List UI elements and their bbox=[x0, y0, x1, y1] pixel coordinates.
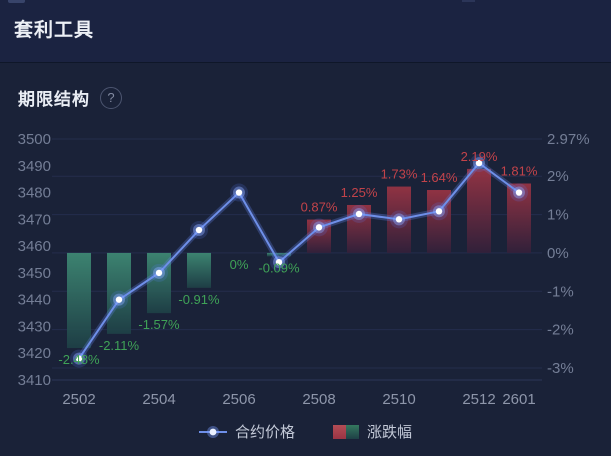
line-point[interactable] bbox=[195, 226, 203, 234]
right-axis-label: 2.97% bbox=[547, 131, 590, 148]
section-title: 期限结构 bbox=[18, 90, 90, 109]
change-label: -1.57% bbox=[138, 317, 180, 332]
change-label: -2.11% bbox=[99, 338, 140, 353]
line-point[interactable] bbox=[435, 208, 443, 215]
legend-item-price[interactable]: 合约价格 bbox=[198, 421, 295, 442]
x-axis-label: 2502 bbox=[62, 391, 95, 408]
top-tab-fragment-right bbox=[462, 0, 475, 2]
change-label: 0.87% bbox=[301, 200, 338, 215]
line-point[interactable] bbox=[155, 269, 163, 277]
legend-item-change[interactable]: 涨跌幅 bbox=[333, 421, 412, 442]
change-label: 1.81% bbox=[501, 163, 538, 178]
line-point[interactable] bbox=[75, 355, 83, 362]
x-axis-label: 2512 bbox=[462, 391, 495, 408]
legend-label-change: 涨跌幅 bbox=[367, 424, 413, 441]
left-axis-label: 3430 bbox=[18, 318, 51, 335]
header-divider bbox=[0, 62, 611, 63]
right-axis-label: -2% bbox=[547, 322, 574, 339]
section-header: 期限结构 ? bbox=[18, 85, 122, 110]
x-axis-label: 2601 bbox=[502, 391, 535, 408]
change-bar[interactable] bbox=[467, 168, 491, 253]
app-header: 套利工具 bbox=[0, 0, 611, 62]
left-axis-label: 3440 bbox=[18, 292, 51, 309]
change-label: 1.64% bbox=[421, 170, 458, 185]
line-point[interactable] bbox=[355, 210, 363, 218]
line-series-icon bbox=[198, 425, 227, 438]
right-axis-label: -3% bbox=[547, 360, 574, 377]
left-axis-label: 3480 bbox=[18, 185, 51, 202]
term-structure-chart[interactable]: 3500 3490 3480 3470 3460 3450 3440 3430 3420 3410… bbox=[0, 125, 611, 421]
change-label: 2.19% bbox=[461, 149, 498, 164]
change-label: 1.73% bbox=[381, 167, 418, 182]
help-icon[interactable]: ? bbox=[100, 86, 122, 109]
bar-icon-green-half bbox=[346, 424, 359, 439]
line-point[interactable] bbox=[275, 258, 283, 266]
line-point[interactable] bbox=[315, 224, 323, 231]
line-point[interactable] bbox=[475, 159, 483, 167]
term-structure-plot[interactable]: 3500 3490 3480 3470 3460 3450 3440 3430 3420 3410… bbox=[0, 125, 611, 421]
x-axis-label: 2508 bbox=[302, 391, 335, 408]
change-label: -0.91% bbox=[178, 292, 220, 307]
x-axis-label: 2510 bbox=[382, 391, 415, 408]
bar-series-icon bbox=[333, 424, 359, 439]
line-point[interactable] bbox=[395, 216, 403, 223]
page-title: 套利工具 bbox=[14, 20, 95, 41]
price-line bbox=[78, 162, 520, 360]
left-axis-label: 3410 bbox=[18, 372, 51, 389]
right-axis-label: 0% bbox=[547, 245, 569, 262]
left-axis-label: 3470 bbox=[18, 211, 51, 228]
bar-icon-red-half bbox=[333, 424, 346, 439]
top-tab-fragment bbox=[8, 0, 25, 3]
right-axis-label: -1% bbox=[547, 283, 574, 300]
change-label: 1.25% bbox=[341, 185, 378, 200]
left-axis-label: 3450 bbox=[18, 265, 51, 282]
left-axis-label: 3500 bbox=[18, 131, 51, 148]
right-axis-label: 2% bbox=[547, 168, 569, 185]
line-point[interactable] bbox=[235, 189, 243, 196]
left-axis-label: 3420 bbox=[18, 345, 51, 362]
change-bar[interactable] bbox=[67, 252, 91, 349]
legend-label-price: 合约价格 bbox=[234, 424, 295, 441]
change-label: 0% bbox=[230, 257, 249, 272]
change-bar[interactable] bbox=[187, 252, 211, 288]
left-axis-label: 3460 bbox=[18, 238, 51, 255]
line-point[interactable] bbox=[115, 296, 123, 303]
right-axis-label: 1% bbox=[547, 207, 569, 224]
line-point[interactable] bbox=[515, 189, 523, 196]
change-label: -0.09% bbox=[258, 260, 300, 275]
x-axis-label: 2504 bbox=[142, 391, 175, 408]
change-label: -2.48% bbox=[58, 352, 100, 367]
change-bar[interactable] bbox=[267, 252, 291, 257]
left-axis-label: 3490 bbox=[18, 158, 51, 175]
x-axis-label: 2506 bbox=[222, 391, 255, 408]
chart-legend: 合约价格 涨跌幅 bbox=[0, 421, 611, 442]
